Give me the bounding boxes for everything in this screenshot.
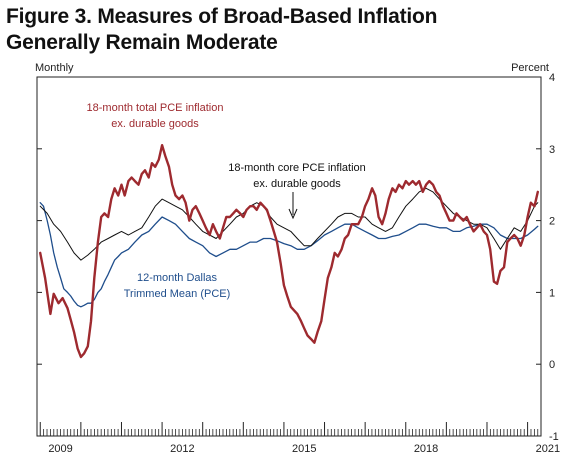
chart-series-group [39, 144, 539, 359]
series-line-0 [39, 144, 539, 359]
left-axis-unit-label: Monthly [35, 62, 74, 74]
series-annotation-0-line: 18-month total PCE inflation [87, 102, 224, 114]
right-axis-unit-label: Percent [511, 62, 549, 74]
x-tick-label: 2009 [48, 443, 72, 455]
chart-axes: -1 0 1 2 3 4 2009 2012 2015 2018 2021 [36, 72, 560, 455]
series-annotation-0-line: ex. durable goods [111, 118, 199, 130]
y-tick-label: -1 [549, 431, 559, 443]
plot-frame [36, 76, 542, 437]
series-line-2 [39, 202, 539, 308]
series-annotation-2-line: Trimmed Mean (PCE) [124, 288, 231, 300]
annotation-arrow-head [288, 208, 298, 220]
series-line-1 [39, 187, 539, 261]
chart-title-line-1: Figure 3. Measures of Broad-Based Inflat… [6, 5, 438, 28]
series-annotation-1-line: ex. durable goods [253, 178, 341, 190]
x-tick-label: 2018 [414, 443, 438, 455]
x-tick-label: 2015 [292, 443, 316, 455]
y-tick-label: 4 [549, 72, 555, 84]
chart-annotations: 18-month total PCE inflation ex. durable … [87, 102, 366, 300]
y-tick-label: 3 [549, 144, 555, 156]
series-annotation-1-line: 18-month core PCE inflation [228, 162, 366, 174]
series-annotation-0: 18-month total PCE inflation ex. durable … [87, 102, 224, 130]
series-annotation-2-line: 12-month Dallas [137, 272, 218, 284]
x-tick-label: 2021 [536, 443, 560, 455]
chart-title: Figure 3. Measures of Broad-Based Inflat… [6, 4, 581, 56]
chart-title-line-2: Generally Remain Moderate [6, 31, 278, 54]
series-annotation-2: 12-month Dallas Trimmed Mean (PCE) [124, 272, 231, 300]
x-tick-label: 2012 [170, 443, 194, 455]
y-tick-label: 2 [549, 216, 555, 228]
y-tick-label: 0 [549, 359, 555, 371]
y-tick-label: 1 [549, 287, 555, 299]
series-annotation-1: 18-month core PCE inflation ex. durable g… [228, 162, 366, 190]
